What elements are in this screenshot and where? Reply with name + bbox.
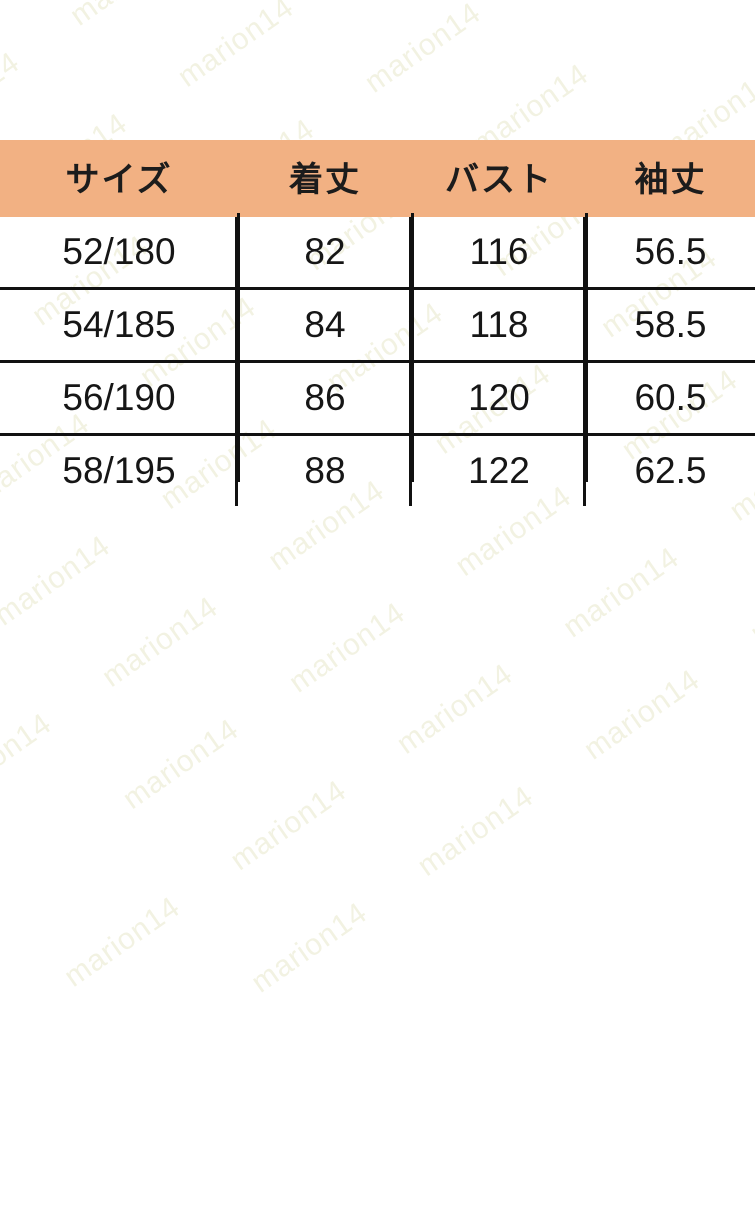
table-row: 52/180 82 116 56.5 [0, 217, 755, 289]
watermark-text: marion14 [0, 45, 26, 149]
column-header-bust: バスト [412, 140, 586, 217]
column-header-length: 着丈 [238, 140, 412, 217]
column-divider-2 [411, 213, 414, 482]
size-chart-table: サイズ 着丈 バスト 袖丈 52/180 82 116 56.5 54/185 … [0, 140, 755, 506]
cell-bust: 120 [412, 360, 586, 435]
watermark-text: marion14 [64, 0, 193, 33]
size-chart: サイズ 着丈 バスト 袖丈 52/180 82 116 56.5 54/185 … [0, 140, 755, 506]
watermark-text: marion14 [0, 529, 117, 633]
cell-length: 88 [238, 433, 412, 506]
watermark-text: marion14 [224, 773, 353, 878]
cell-length: 86 [238, 360, 412, 435]
table-row: 56/190 86 120 60.5 [0, 360, 755, 435]
watermark-text: marion14 [359, 0, 487, 100]
cell-bust: 116 [412, 217, 586, 289]
cell-sleeve: 62.5 [586, 433, 755, 506]
cell-bust: 118 [412, 287, 586, 362]
cell-sleeve: 60.5 [586, 360, 755, 435]
cell-sleeve: 56.5 [634, 231, 707, 272]
watermark-text: marion14 [744, 546, 755, 650]
cell-size: 56/190 [0, 360, 238, 435]
watermark-text: marion14 [411, 779, 540, 883]
cell-sleeve: 58.5 [586, 287, 755, 362]
header-row: サイズ 着丈 バスト 袖丈 [0, 140, 755, 217]
cell-length: 84 [238, 287, 412, 362]
watermark-text: marion14 [0, 706, 58, 811]
cell-length: 82 [238, 217, 412, 289]
column-divider-3 [585, 213, 588, 482]
watermark-text: marion14 [245, 895, 374, 1000]
watermark-text: marion14 [578, 663, 707, 767]
watermark-text: marion14 [171, 0, 300, 94]
watermark-text: marion14 [0, 0, 6, 28]
watermark-text: marion14 [116, 712, 245, 816]
watermark-text: marion14 [96, 590, 225, 694]
table-body: 52/180 82 116 56.5 54/185 84 118 58.5 56… [0, 217, 755, 506]
watermark-text: marion14 [390, 657, 519, 761]
cell-size: 54/185 [0, 287, 238, 362]
cell-bust: 122 [412, 433, 586, 506]
watermark-text: marion14 [58, 890, 187, 994]
table-header: サイズ 着丈 バスト 袖丈 [0, 140, 755, 217]
column-header-size: サイズ [0, 140, 238, 217]
cell-size: 52/180 [0, 217, 238, 289]
table-row: 58/195 88 122 62.5 [0, 433, 755, 506]
watermark-text: marion14 [283, 596, 412, 700]
cell-size: 58/195 [0, 433, 238, 506]
column-divider-1 [237, 213, 240, 482]
watermark-text: marion14 [557, 540, 686, 645]
column-header-sleeve: 袖丈 [586, 140, 755, 217]
table-row: 54/185 84 118 58.5 [0, 287, 755, 362]
